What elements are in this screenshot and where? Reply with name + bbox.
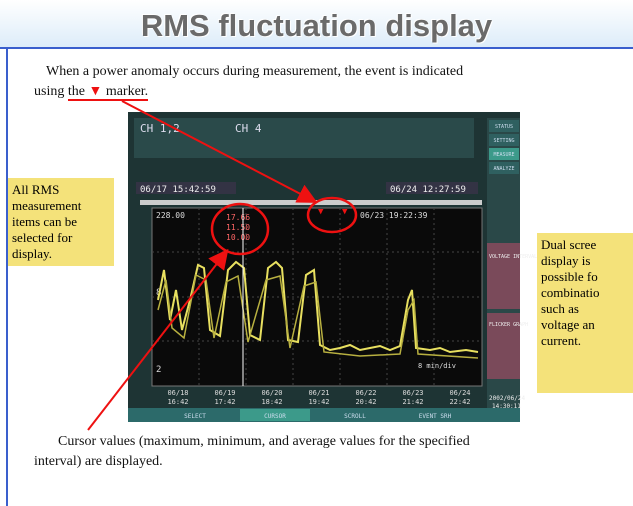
time-label: 06/22 bbox=[355, 389, 376, 397]
screen-button-label: EVENT SRH bbox=[419, 413, 452, 420]
menu-label: ANALYZE bbox=[493, 166, 514, 172]
side-button-label: FLICKER GRAPH bbox=[489, 322, 528, 328]
side-button bbox=[487, 243, 520, 309]
time-label: 06/20 bbox=[261, 389, 282, 397]
graph-label: 228.00 bbox=[156, 211, 185, 220]
event-marker: ▼ bbox=[342, 207, 348, 217]
menu-label: SETTING bbox=[493, 138, 514, 144]
time-label: 16:42 bbox=[167, 398, 188, 406]
page: {"header":{"title":"RMS fluctuation disp… bbox=[0, 0, 633, 506]
callout-line: voltage an bbox=[541, 317, 629, 333]
cursor-value: 11.50 bbox=[226, 223, 250, 232]
callout-line: current. bbox=[541, 333, 629, 349]
time-label: 20:42 bbox=[355, 398, 376, 406]
side-button-label: VOLTAGE INTERVAL bbox=[489, 254, 537, 260]
clock: 14:30:11 bbox=[492, 403, 521, 410]
graph-label: 8 min/div bbox=[418, 362, 456, 370]
callout-line: display is bbox=[541, 253, 629, 269]
callout-line: display. bbox=[12, 246, 110, 262]
screen-button-label: CURSOR bbox=[264, 413, 286, 420]
menu-label: STATUS bbox=[495, 124, 513, 130]
callout-line: Dual scree bbox=[541, 237, 629, 253]
time-label: 06/23 bbox=[402, 389, 423, 397]
time-label: 06/18 bbox=[167, 389, 188, 397]
screen-button-label: SCROLL bbox=[344, 413, 366, 420]
callout-line: possible fo bbox=[541, 269, 629, 285]
scroll-bar bbox=[140, 200, 482, 205]
time-label: 22:42 bbox=[449, 398, 470, 406]
cursor-value: 10.00 bbox=[226, 233, 250, 242]
event-marker: ▼ bbox=[318, 207, 324, 217]
time-label: 21:42 bbox=[402, 398, 423, 406]
screen-label: CH 4 bbox=[235, 122, 262, 135]
screen-label: 06/24 12:27:59 bbox=[390, 185, 466, 195]
callout-line: items can be bbox=[12, 214, 110, 230]
caption-line: interval) are displayed. bbox=[34, 452, 163, 472]
callout-line: measurement bbox=[12, 198, 110, 214]
menu-label: MEASURE bbox=[493, 152, 514, 158]
graph-label: 2 bbox=[156, 365, 161, 375]
time-label: 19:42 bbox=[308, 398, 329, 406]
screen-header bbox=[134, 118, 474, 158]
time-label: 06/24 bbox=[449, 389, 470, 397]
time-label: 06/19 bbox=[214, 389, 235, 397]
callout-line: All RMS bbox=[12, 182, 110, 198]
callout-line: combinatio bbox=[541, 285, 629, 301]
caption-line: Cursor values (maximum, minimum, and ave… bbox=[58, 432, 470, 452]
screen-label: 06/17 15:42:59 bbox=[140, 185, 216, 195]
cursor-value: 17.66 bbox=[226, 213, 250, 222]
callout-line: selected for bbox=[12, 230, 110, 246]
time-label: 06/21 bbox=[308, 389, 329, 397]
time-label: 18:42 bbox=[261, 398, 282, 406]
clock: 2002/06/24 bbox=[489, 395, 526, 402]
graph-label: 06/23 19:22:39 bbox=[360, 211, 428, 220]
screen-button-label: SELECT bbox=[184, 413, 206, 420]
time-label: 17:42 bbox=[214, 398, 235, 406]
callout-line: such as bbox=[541, 301, 629, 317]
